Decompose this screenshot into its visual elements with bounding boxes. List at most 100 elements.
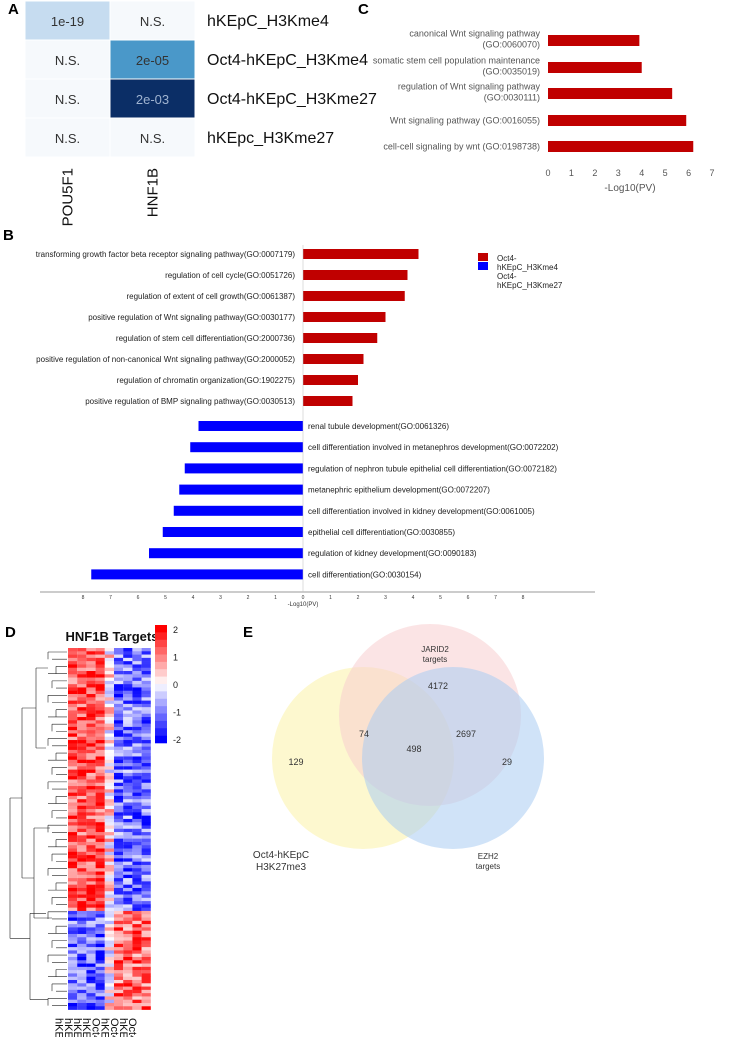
heatmap-cell	[104, 733, 114, 738]
category-label: (GO:0035019)	[482, 67, 540, 77]
heatmap-cell	[114, 1006, 124, 1010]
heatmap-cell	[123, 746, 133, 751]
heatmap-cell	[114, 855, 124, 859]
bar	[548, 62, 642, 73]
heatmap-cell	[132, 861, 142, 866]
heatmap-cell	[132, 950, 142, 954]
heatmap-cell	[86, 887, 96, 892]
heatmap-cell	[123, 983, 133, 987]
heatmap-cell	[104, 960, 114, 964]
heatmap-cell	[132, 779, 142, 784]
heatmap-cell	[77, 740, 87, 744]
heatmap-cell	[141, 795, 151, 800]
heatmap-cell	[114, 1002, 124, 1007]
heatmap-cell	[77, 671, 87, 675]
heatmap-cell	[68, 825, 78, 830]
heatmap-cell	[123, 868, 133, 872]
category-label: cell-cell signaling by wnt (GO:0198738)	[383, 142, 540, 152]
heatmap-cell	[132, 960, 142, 964]
heatmap-cell	[141, 651, 151, 655]
venn-region-count: 4172	[428, 681, 448, 691]
heatmap-cell	[86, 983, 96, 987]
heatmap-cell	[132, 963, 142, 968]
heatmap-cell	[68, 684, 78, 688]
heatmap-cell	[104, 759, 114, 764]
heatmap-cell	[123, 996, 133, 1001]
heatmap-cell	[86, 746, 96, 751]
heatmap-cell	[114, 940, 124, 945]
heatmap-cell	[132, 690, 142, 695]
heatmap-cell	[95, 687, 105, 692]
heatmap-cell	[123, 723, 133, 728]
heatmap-cell	[132, 802, 142, 807]
heatmap-cell	[132, 733, 142, 738]
heatmap-cell	[114, 845, 124, 849]
heatmap-cell	[86, 667, 96, 672]
heatmap-cell	[104, 786, 114, 790]
heatmap-cell	[123, 812, 133, 816]
heatmap-cell	[104, 782, 114, 787]
bar-blue	[162, 527, 303, 537]
heatmap-cell	[132, 763, 142, 767]
heatmap-cell	[68, 835, 78, 839]
heatmap-cell	[132, 680, 142, 685]
heatmap-cell	[68, 878, 78, 882]
x-tick-label: 2	[592, 168, 597, 178]
heatmap-cell	[114, 960, 124, 964]
heatmap-cell	[77, 970, 87, 974]
heatmap-cell	[77, 841, 87, 846]
heatmap-cell	[86, 924, 96, 928]
heatmap-cell	[141, 851, 151, 856]
heatmap-cell	[123, 901, 133, 905]
heatmap-cell	[77, 874, 87, 879]
heatmap-cell	[77, 989, 87, 994]
heatmap-cell	[77, 723, 87, 728]
heatmap-cell	[141, 763, 151, 767]
heatmap-cell	[109, 117, 196, 158]
heatmap-cell	[114, 805, 124, 810]
heatmap-cell	[141, 776, 151, 780]
heatmap-cell	[114, 927, 124, 931]
colorbar-segment	[155, 669, 167, 677]
heatmap-cell	[132, 930, 142, 935]
heatmap-cell	[132, 845, 142, 849]
heatmap-cell	[114, 812, 124, 816]
heatmap-cell	[95, 878, 105, 882]
heatmap-cell	[104, 966, 114, 971]
heatmap-cell	[95, 812, 105, 816]
heatmap-cell	[141, 848, 151, 853]
category-label: regulation of kidney development(GO:0090…	[308, 549, 477, 558]
heatmap-cell	[68, 680, 78, 685]
heatmap-cell	[95, 680, 105, 685]
heatmap-cell	[77, 871, 87, 876]
heatmap-cell	[104, 858, 114, 862]
heatmap-cell	[104, 799, 114, 803]
category-label: (GO:0060070)	[482, 40, 540, 50]
heatmap-cell	[86, 759, 96, 764]
heatmap-cell	[77, 960, 87, 964]
bar	[548, 35, 640, 46]
heatmap-cell	[132, 871, 142, 876]
heatmap-cell	[123, 694, 133, 698]
heatmap-cell	[77, 993, 87, 997]
heatmap-cell	[132, 884, 142, 889]
heatmap-cell	[68, 657, 78, 662]
heatmap-cell	[104, 743, 114, 747]
heatmap-cell	[141, 930, 151, 935]
heatmap-cell	[123, 993, 133, 997]
heatmap-cell	[114, 697, 124, 701]
heatmap-cell	[114, 996, 124, 1001]
heatmap-cell	[86, 795, 96, 800]
heatmap-cell	[114, 763, 124, 767]
x-tick-label: 4	[412, 595, 415, 601]
heatmap-cell	[104, 901, 114, 905]
heatmap-cell	[141, 736, 151, 741]
heatmap-cell	[141, 887, 151, 892]
heatmap-cell	[123, 703, 133, 708]
x-tick-label: 4	[639, 168, 644, 178]
heatmap-cell	[68, 697, 78, 701]
heatmap-cell	[114, 930, 124, 935]
heatmap-cell	[95, 917, 105, 922]
heatmap-cell	[141, 864, 151, 869]
category-label: positive regulation of non-canonical Wnt…	[36, 355, 295, 364]
